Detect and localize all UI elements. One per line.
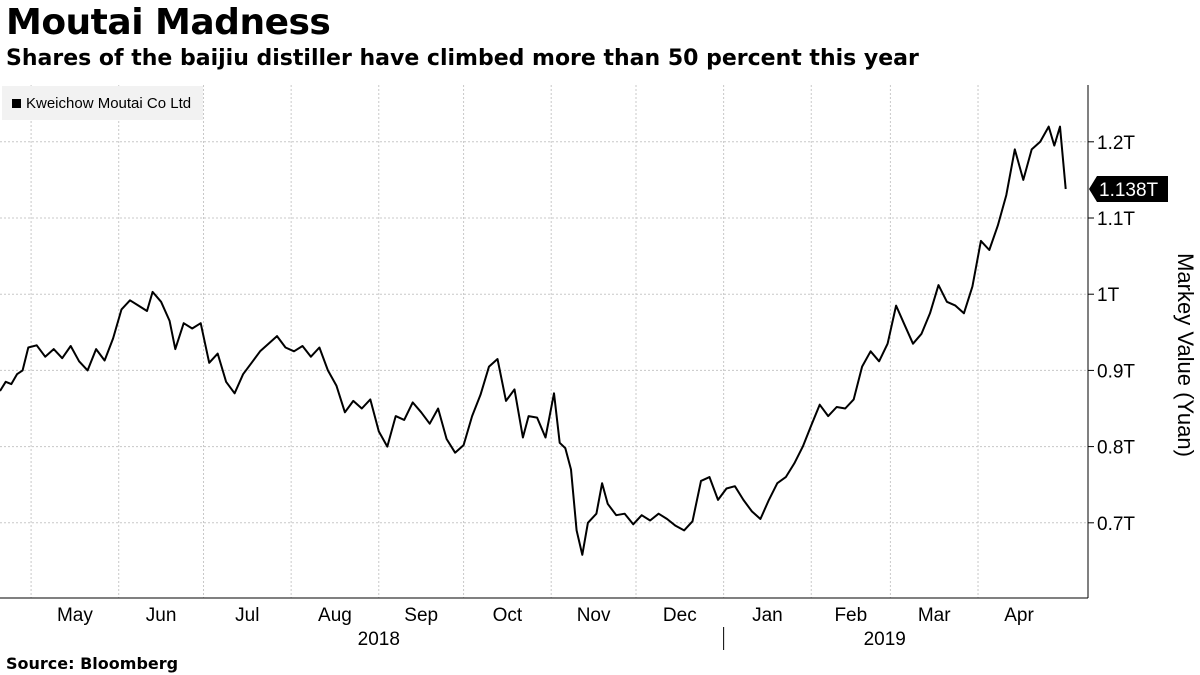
- tick-labels: 0.7T 0.8T 0.9T 1T 1.1T 1.2T May Jun Jul Aug Sep Oct…: [57, 133, 1135, 650]
- year-label: 2018: [358, 629, 400, 650]
- x-tick-label: Nov: [577, 605, 611, 626]
- x-tick-label: Feb: [834, 605, 867, 626]
- x-tick-label: Dec: [663, 605, 697, 626]
- last-value-badge: [1089, 176, 1168, 203]
- last-value-label: 1.138T: [1099, 180, 1159, 201]
- source-note: Source: Bloomberg: [6, 654, 179, 673]
- x-tick-label: Sep: [404, 605, 438, 626]
- x-tick-label: Jul: [235, 605, 259, 626]
- y-tick-label: 1.1T: [1097, 209, 1135, 230]
- series-line-kweichow-moutai: [0, 125, 1067, 556]
- x-tick-label: Mar: [918, 605, 951, 626]
- x-tick-label: May: [57, 605, 93, 626]
- last-value-callout: 1.138T: [1089, 176, 1168, 203]
- x-tick-label: Aug: [318, 605, 352, 626]
- chart-subtitle: Shares of the baijiu distiller have clim…: [6, 46, 919, 71]
- legend-swatch: [12, 98, 21, 108]
- y-tick-label: 0.9T: [1097, 361, 1135, 382]
- y-tick-label: 1T: [1097, 285, 1120, 306]
- legend-label: Kweichow Moutai Co Ltd: [26, 94, 192, 112]
- y-tick-label: 1.2T: [1097, 133, 1135, 154]
- y-axis-label: Markey Value (Yuan): [1173, 253, 1198, 457]
- year-label: 2019: [864, 629, 906, 650]
- y-tick-label: 0.8T: [1097, 438, 1135, 459]
- y-tick-label: 0.7T: [1097, 514, 1135, 535]
- grid-lines: [0, 85, 1088, 598]
- axes: [0, 85, 1094, 650]
- x-tick-label: Oct: [493, 605, 523, 626]
- legend: Kweichow Moutai Co Ltd: [2, 86, 204, 120]
- series-layer: [0, 125, 1067, 556]
- x-tick-label: Jun: [146, 605, 177, 626]
- x-tick-label: Apr: [1004, 605, 1034, 626]
- chart-title: Moutai Madness: [6, 2, 331, 43]
- x-tick-label: Jan: [752, 605, 783, 626]
